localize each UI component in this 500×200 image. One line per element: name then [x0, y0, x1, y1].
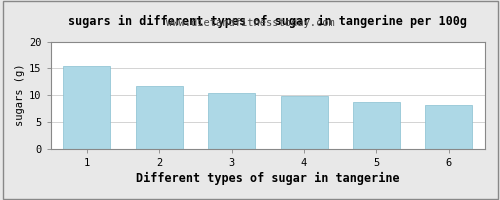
Title: sugars in different types of sugar in tangerine per 100g: sugars in different types of sugar in ta… — [68, 15, 468, 28]
X-axis label: Different types of sugar in tangerine: Different types of sugar in tangerine — [136, 172, 400, 185]
Bar — [353, 102, 400, 149]
Text: www.dietandfitnesstoday.com: www.dietandfitnesstoday.com — [166, 18, 334, 28]
Y-axis label: sugars (g): sugars (g) — [15, 64, 25, 126]
Bar — [426, 105, 472, 149]
Bar — [64, 66, 110, 149]
Bar — [280, 96, 328, 149]
Bar — [208, 93, 255, 149]
Bar — [136, 86, 183, 149]
